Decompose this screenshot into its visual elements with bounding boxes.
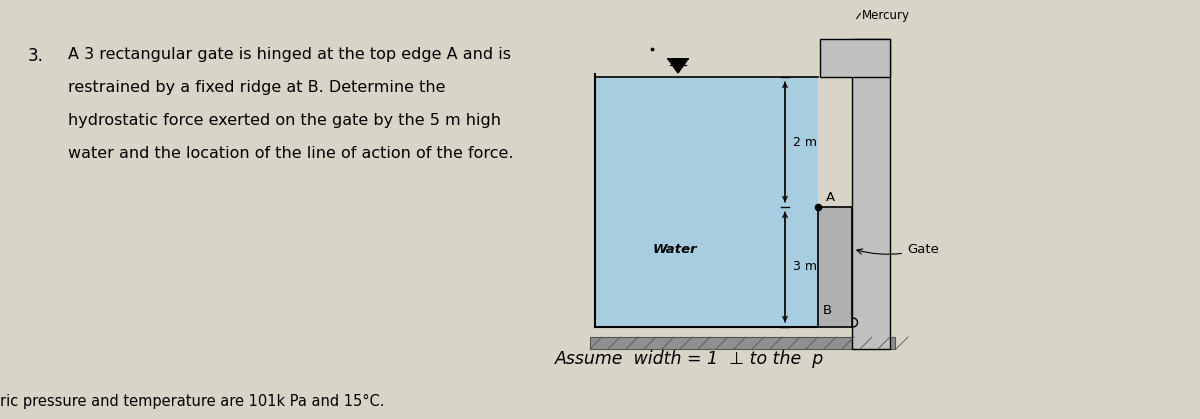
Bar	[852, 39, 890, 349]
Bar	[595, 77, 818, 327]
Text: 2 m: 2 m	[793, 135, 817, 148]
Text: 3.: 3.	[28, 47, 44, 65]
Polygon shape	[668, 59, 688, 73]
Bar	[818, 207, 852, 327]
Text: restrained by a fixed ridge at B. Determine the: restrained by a fixed ridge at B. Determ…	[68, 80, 445, 95]
Text: Assume  width = 1  ⊥ to the  p: Assume width = 1 ⊥ to the p	[554, 350, 824, 368]
Text: A 3 rectangular gate is hinged at the top edge A and is: A 3 rectangular gate is hinged at the to…	[68, 47, 511, 62]
Text: Gate: Gate	[857, 243, 938, 256]
Text: water and the location of the line of action of the force.: water and the location of the line of ac…	[68, 146, 514, 161]
Text: A: A	[826, 191, 835, 204]
Text: hydrostatic force exerted on the gate by the 5 m high: hydrostatic force exerted on the gate by…	[68, 113, 502, 128]
Text: Water: Water	[653, 243, 697, 256]
Bar	[820, 39, 890, 77]
Text: ric pressure and temperature are 101k Pa and 15°C.: ric pressure and temperature are 101k Pa…	[0, 394, 384, 409]
Bar	[590, 337, 895, 349]
Text: 3 m: 3 m	[793, 261, 817, 274]
Text: B: B	[823, 304, 832, 317]
Text: Mercury: Mercury	[862, 9, 910, 22]
